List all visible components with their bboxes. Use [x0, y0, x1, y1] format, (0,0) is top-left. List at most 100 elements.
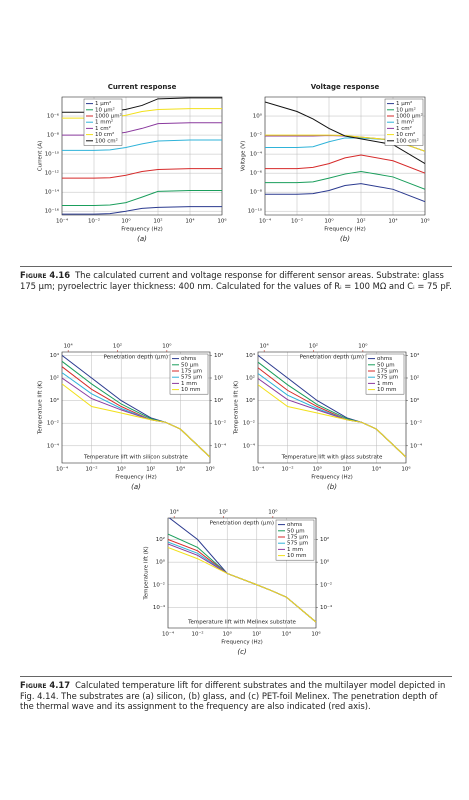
x2-tick-label: 10²	[219, 509, 228, 516]
y2-tick-label: 10⁴	[214, 352, 224, 359]
y-tick-label: 10⁰	[156, 559, 166, 566]
y2-tick-label: 10⁻²	[214, 420, 226, 427]
caption-label: Figure 4.16	[20, 270, 71, 280]
y-tick-label: 10⁻²	[47, 420, 59, 427]
legend-label: 1 mm	[287, 547, 303, 553]
panel-label: (b)	[327, 483, 337, 491]
legend-label: 1000 µm²	[396, 113, 423, 120]
legend-label: 1 cm²	[95, 125, 111, 132]
x2-tick-label: 10²	[113, 343, 122, 350]
legend-label: 50 µm	[287, 528, 305, 534]
legend-label: 175 µm	[377, 369, 398, 375]
legend-label: 575 µm	[377, 375, 398, 381]
series-line	[62, 383, 210, 458]
legend-label: 1000 µm²	[95, 113, 122, 120]
legend-label: 10 cm²	[396, 131, 415, 138]
x-tick-label: 10²	[356, 218, 365, 225]
y-tick-label: 10²	[246, 374, 255, 381]
y2-tick-label: 10²	[214, 374, 223, 381]
legend-label: 50 µm	[377, 362, 395, 368]
legend-label: ohms	[181, 356, 196, 362]
x-tick-label: 10²	[252, 631, 261, 638]
x-tick-label: 10⁰	[121, 218, 131, 225]
plot-frame	[257, 351, 407, 464]
y-tick-label: 10⁻⁶	[250, 170, 263, 177]
series-group	[258, 355, 406, 458]
plot-frame	[61, 96, 223, 216]
y2-tick-label: 10⁴	[410, 352, 420, 359]
legend-label: 1 cm²	[396, 125, 412, 132]
y2-tick-label: 10⁻²	[410, 420, 422, 427]
series-line	[62, 139, 222, 151]
y-tick-label: 10⁻⁴	[47, 442, 60, 449]
annotation: Temperature lift with silicon substrate	[83, 455, 189, 461]
x-tick-label: 10⁰	[117, 466, 127, 473]
y-axis-label: Current (A)	[38, 141, 44, 171]
legend-label: 10 mm	[377, 387, 396, 393]
x2-tick-label: 10⁴	[170, 509, 180, 516]
panel-label: (c)	[237, 648, 247, 656]
series-line	[265, 170, 425, 190]
y-tick-label: 10²	[156, 536, 165, 543]
annotation: Temperature lift with Melinex substrate	[187, 620, 296, 626]
y2-tick-label: 10⁰	[410, 397, 420, 404]
x-tick-label: 10⁻²	[282, 466, 294, 473]
caption: Figure 4.16 The calculated current and vo…	[20, 266, 452, 291]
panel-label: (a)	[131, 483, 141, 491]
legend-label: 1 µm²	[95, 100, 111, 107]
legend-label: 575 µm	[181, 375, 202, 381]
y-tick-label: 10⁻¹⁰	[248, 208, 263, 215]
x-tick-label: 10⁶	[205, 466, 215, 473]
x2-axis-label: Penetration depth (µm)	[300, 355, 364, 361]
y-tick-label: 10⁰	[50, 397, 60, 404]
legend-label: 1 mm²	[396, 119, 414, 126]
chart-title: Current response	[108, 83, 177, 91]
panel-label: (a)	[137, 235, 147, 243]
x-tick-label: 10⁴	[176, 466, 186, 473]
y-tick-label: 10⁻⁴	[243, 442, 256, 449]
series-line	[168, 546, 316, 623]
x-tick-label: 10⁶	[420, 218, 430, 225]
legend-label: ohms	[287, 522, 302, 528]
x-tick-label: 10²	[342, 466, 351, 473]
x-tick-label: 10⁻⁴	[259, 218, 272, 225]
y-tick-label: 10⁻²	[153, 581, 165, 588]
y-axis-label: Temperature lift (K)	[38, 381, 44, 435]
legend-label: ohms	[377, 356, 392, 362]
y-tick-label: 10⁴	[246, 352, 256, 359]
x-tick-label: 10⁻²	[88, 218, 100, 225]
legend-label: 10 mm	[287, 553, 306, 559]
x-tick-label: 10⁴	[372, 466, 382, 473]
x-tick-label: 10⁻⁴	[162, 631, 175, 638]
legend-label: 175 µm	[287, 535, 308, 541]
legend-box	[275, 519, 315, 561]
legend-label: 1 µm²	[396, 100, 412, 107]
plot-frame	[167, 517, 317, 629]
x-tick-label: 10⁻⁴	[56, 466, 69, 473]
y-tick-label: 10⁴	[50, 352, 60, 359]
y-tick-label: 10⁻⁸	[250, 189, 263, 196]
y-tick-label: 10²	[50, 374, 59, 381]
x-axis-label: Frequency (Hz)	[324, 227, 365, 233]
series-line	[62, 168, 222, 179]
x-axis-label: Frequency (Hz)	[115, 475, 156, 481]
x2-tick-label: 10²	[309, 343, 318, 350]
y2-tick-label: 10²	[410, 374, 419, 381]
chart-title: Voltage response	[311, 83, 380, 91]
x-tick-label: 10⁶	[401, 466, 411, 473]
annotation: Temperature lift with glass substrate	[281, 455, 383, 461]
legend-box	[365, 353, 405, 395]
x-tick-label: 10⁴	[388, 218, 398, 225]
y2-tick-label: 10⁰	[214, 397, 224, 404]
plot-frame	[61, 351, 211, 464]
x-tick-label: 10⁻²	[86, 466, 98, 473]
y-tick-label: 10⁻⁴	[153, 604, 166, 611]
legend-label: 10 mm	[181, 387, 200, 393]
legend-box	[169, 353, 209, 395]
x2-axis-label: Penetration depth (µm)	[104, 355, 168, 361]
x-tick-label: 10⁶	[311, 631, 321, 638]
y-tick-label: 10⁰	[253, 113, 263, 120]
x-tick-label: 10⁻²	[291, 218, 303, 225]
legend-label: 1 mm	[377, 381, 393, 387]
y-tick-label: 10⁻¹²	[45, 170, 59, 177]
